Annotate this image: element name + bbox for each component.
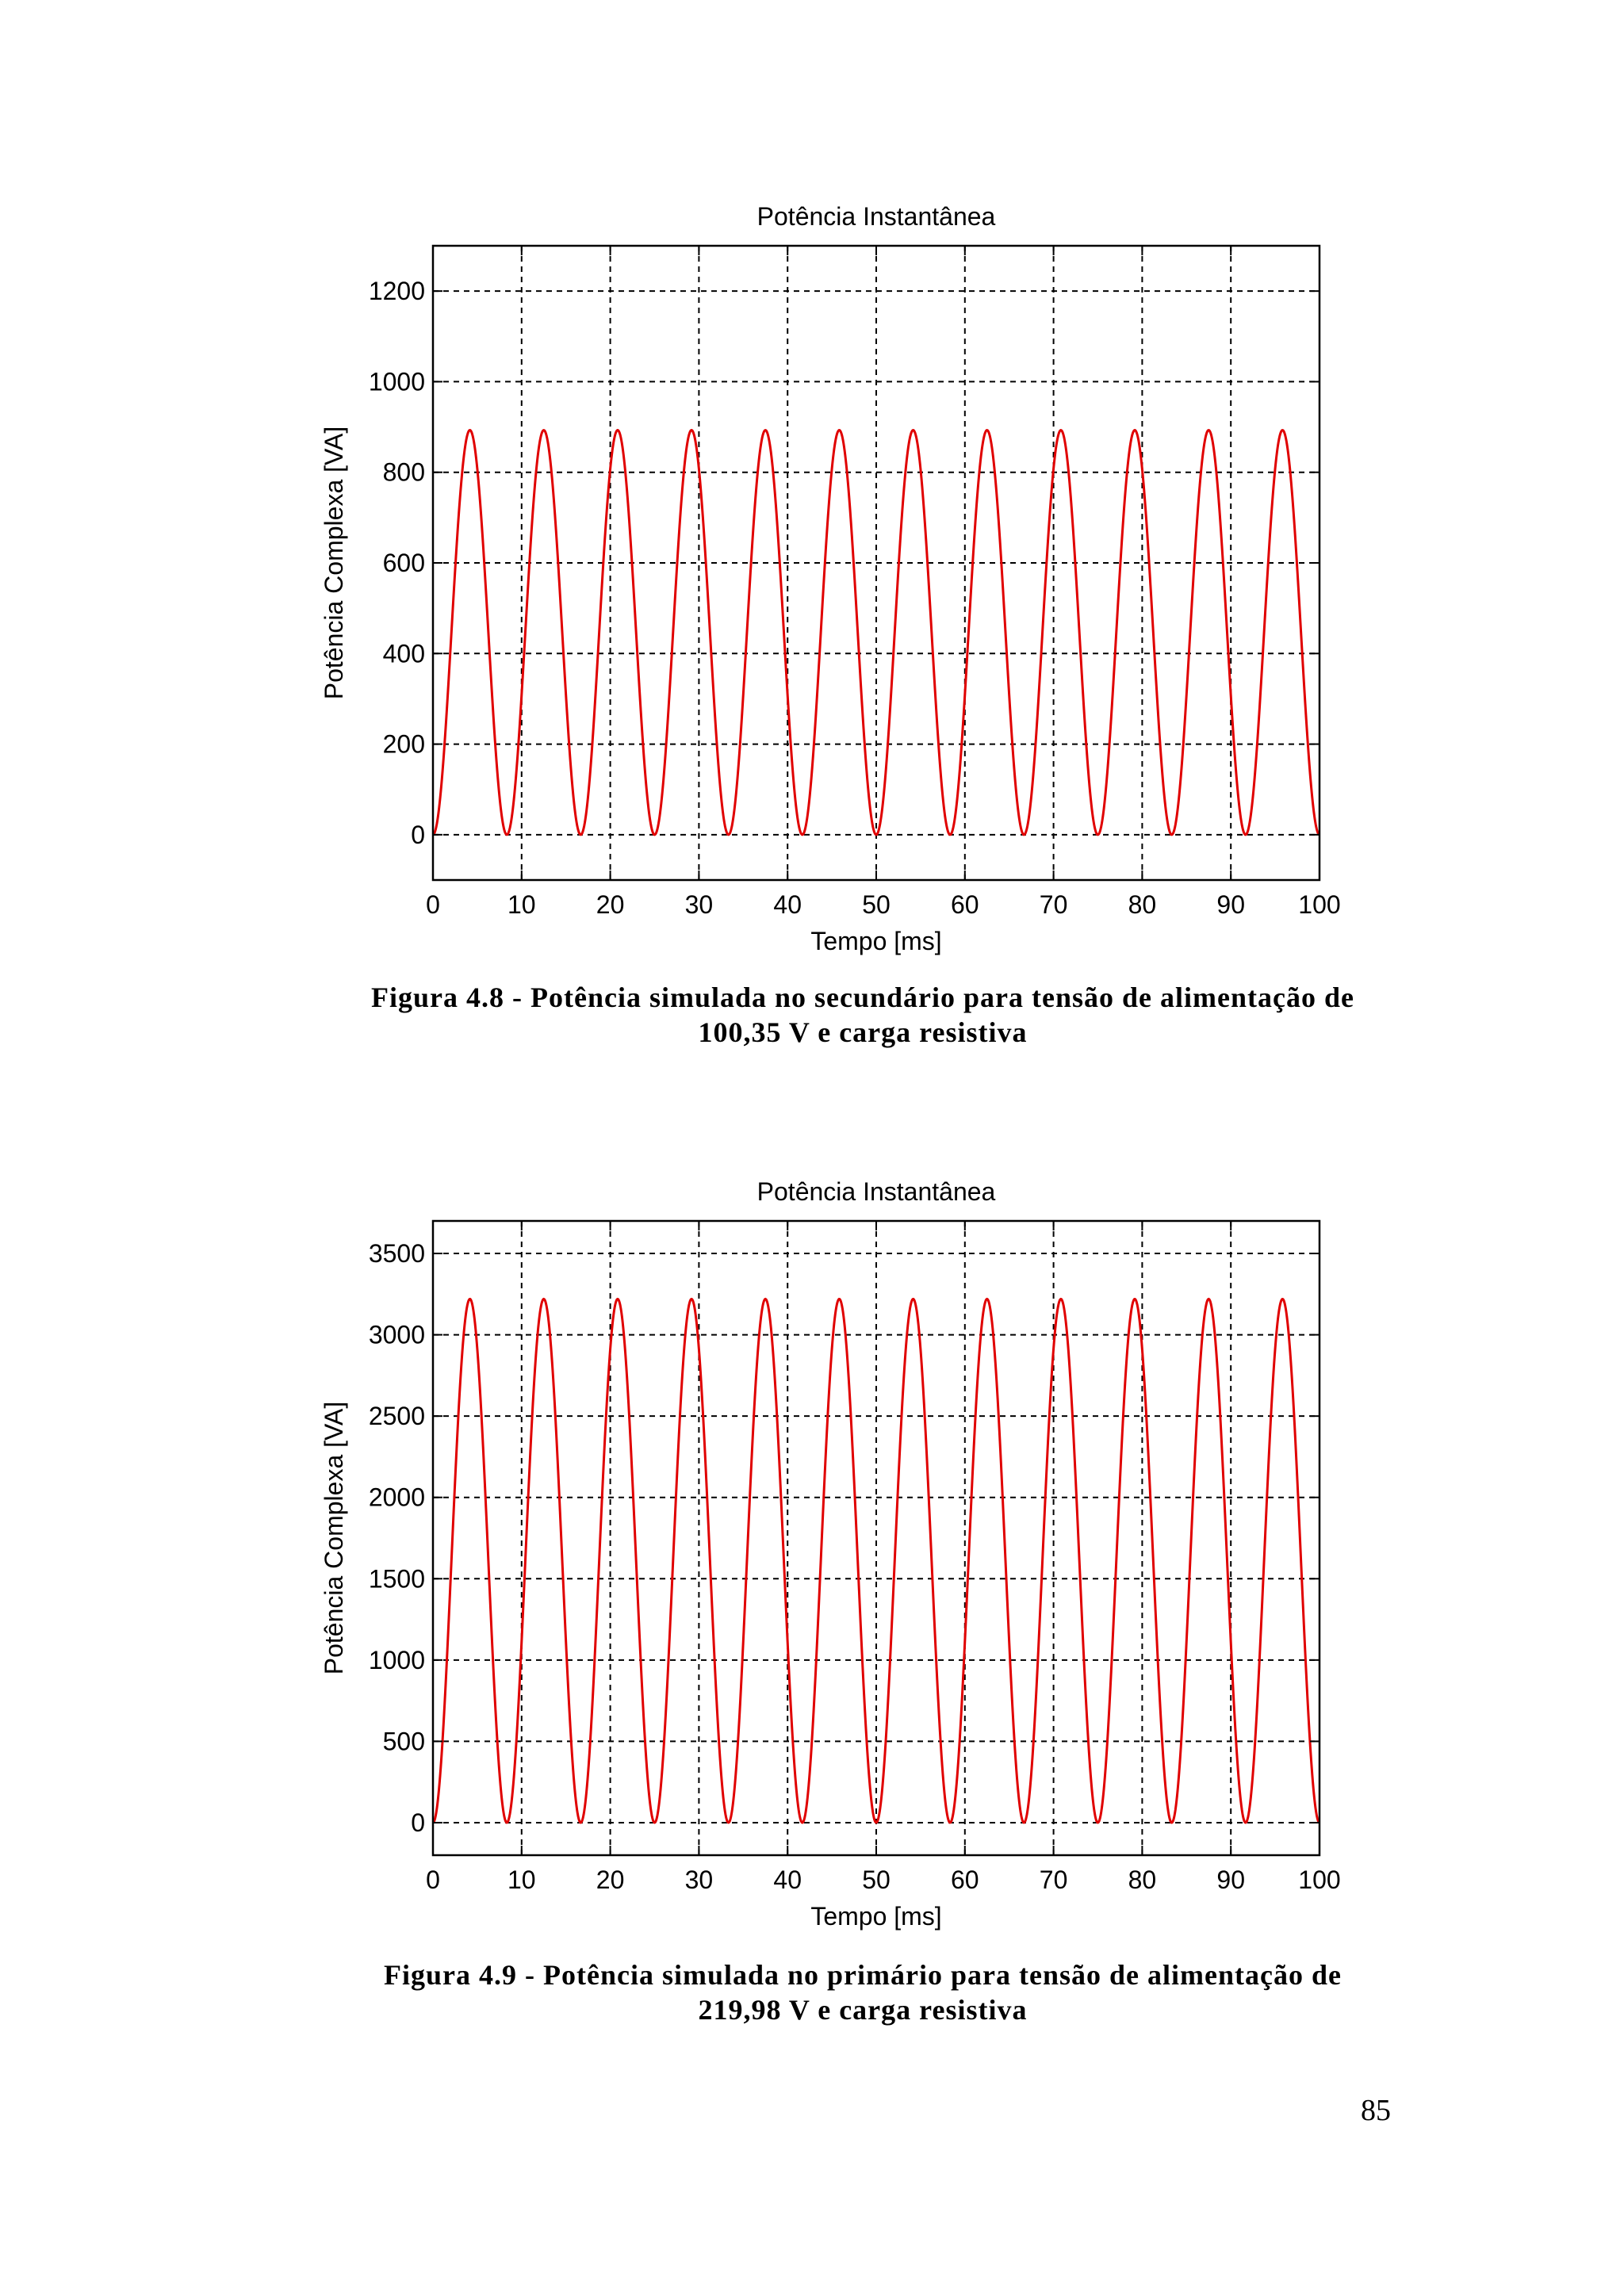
y-tick-label: 0	[411, 821, 425, 849]
y-tick-label: 500	[383, 1727, 425, 1755]
x-tick-label: 0	[426, 1866, 440, 1894]
x-tick-label: 30	[685, 1866, 714, 1894]
y-tick-label: 3500	[369, 1239, 425, 1268]
x-tick-label: 30	[685, 890, 714, 919]
y-tick-label: 1500	[369, 1564, 425, 1593]
x-tick-label: 20	[596, 890, 625, 919]
x-axis-label: Tempo [ms]	[810, 927, 941, 955]
chart-figure-4-8: 0 10 20 30 40 50 60 70 80 90 100020040060080010001…	[320, 202, 1341, 955]
y-axis-label: Potência Complexa [VA]	[320, 427, 348, 699]
y-tick-label: 2500	[369, 1402, 425, 1430]
figure-4-8-caption-line1: Figura 4.8 - Potência simulada no secund…	[371, 982, 1354, 1013]
figure-4-8-caption-line2: 100,35 V e carga resistiva	[698, 1016, 1028, 1048]
x-tick-label: 50	[862, 1866, 891, 1894]
x-axis-label: Tempo [ms]	[810, 1902, 941, 1931]
x-tick-label: 70	[1040, 890, 1068, 919]
x-tick-label: 60	[951, 890, 979, 919]
figure-4-9-caption: Figura 4.9 - Potência simulada no primár…	[51, 1957, 1624, 2027]
chart-title: Potência Instantânea	[757, 1177, 996, 1206]
y-tick-label: 200	[383, 730, 425, 759]
series-line	[432, 428, 1320, 836]
chart-figure-4-9: 0 10 20 30 40 50 60 70 80 90 100050010001500200025…	[320, 1177, 1341, 1931]
figure-4-9-caption-line1: Figura 4.9 - Potência simulada no primár…	[384, 1959, 1342, 1991]
series-line	[432, 1297, 1320, 1824]
x-tick-label: 10	[508, 890, 536, 919]
x-tick-label: 90	[1216, 890, 1245, 919]
chart-title: Potência Instantânea	[757, 202, 996, 231]
y-tick-label: 2000	[369, 1483, 425, 1512]
y-tick-label: 1000	[369, 367, 425, 396]
x-tick-label: 70	[1040, 1866, 1068, 1894]
y-tick-label: 1000	[369, 1646, 425, 1674]
y-tick-label: 600	[383, 549, 425, 577]
x-tick-label: 40	[773, 1866, 802, 1894]
y-tick-label: 800	[383, 458, 425, 487]
x-tick-label: 100	[1298, 1866, 1340, 1894]
x-tick-label: 20	[596, 1866, 625, 1894]
y-tick-label: 3000	[369, 1321, 425, 1349]
x-tick-label: 40	[773, 890, 802, 919]
x-tick-label: 10	[508, 1866, 536, 1894]
page-number: 85	[1361, 2094, 1391, 2127]
y-tick-label: 400	[383, 639, 425, 668]
x-tick-label: 80	[1128, 1866, 1157, 1894]
x-tick-label: 80	[1128, 890, 1157, 919]
figure-4-8-caption: Figura 4.8 - Potência simulada no secund…	[51, 980, 1624, 1050]
x-tick-label: 60	[951, 1866, 979, 1894]
y-tick-label: 1200	[369, 277, 425, 305]
y-axis-label: Potência Complexa [VA]	[320, 1402, 348, 1674]
x-tick-label: 0	[426, 890, 440, 919]
figure-4-9-caption-line2: 219,98 V e carga resistiva	[698, 1994, 1028, 2026]
x-tick-label: 100	[1298, 890, 1340, 919]
x-tick-label: 90	[1216, 1866, 1245, 1894]
x-tick-label: 50	[862, 890, 891, 919]
y-tick-label: 0	[411, 1808, 425, 1837]
